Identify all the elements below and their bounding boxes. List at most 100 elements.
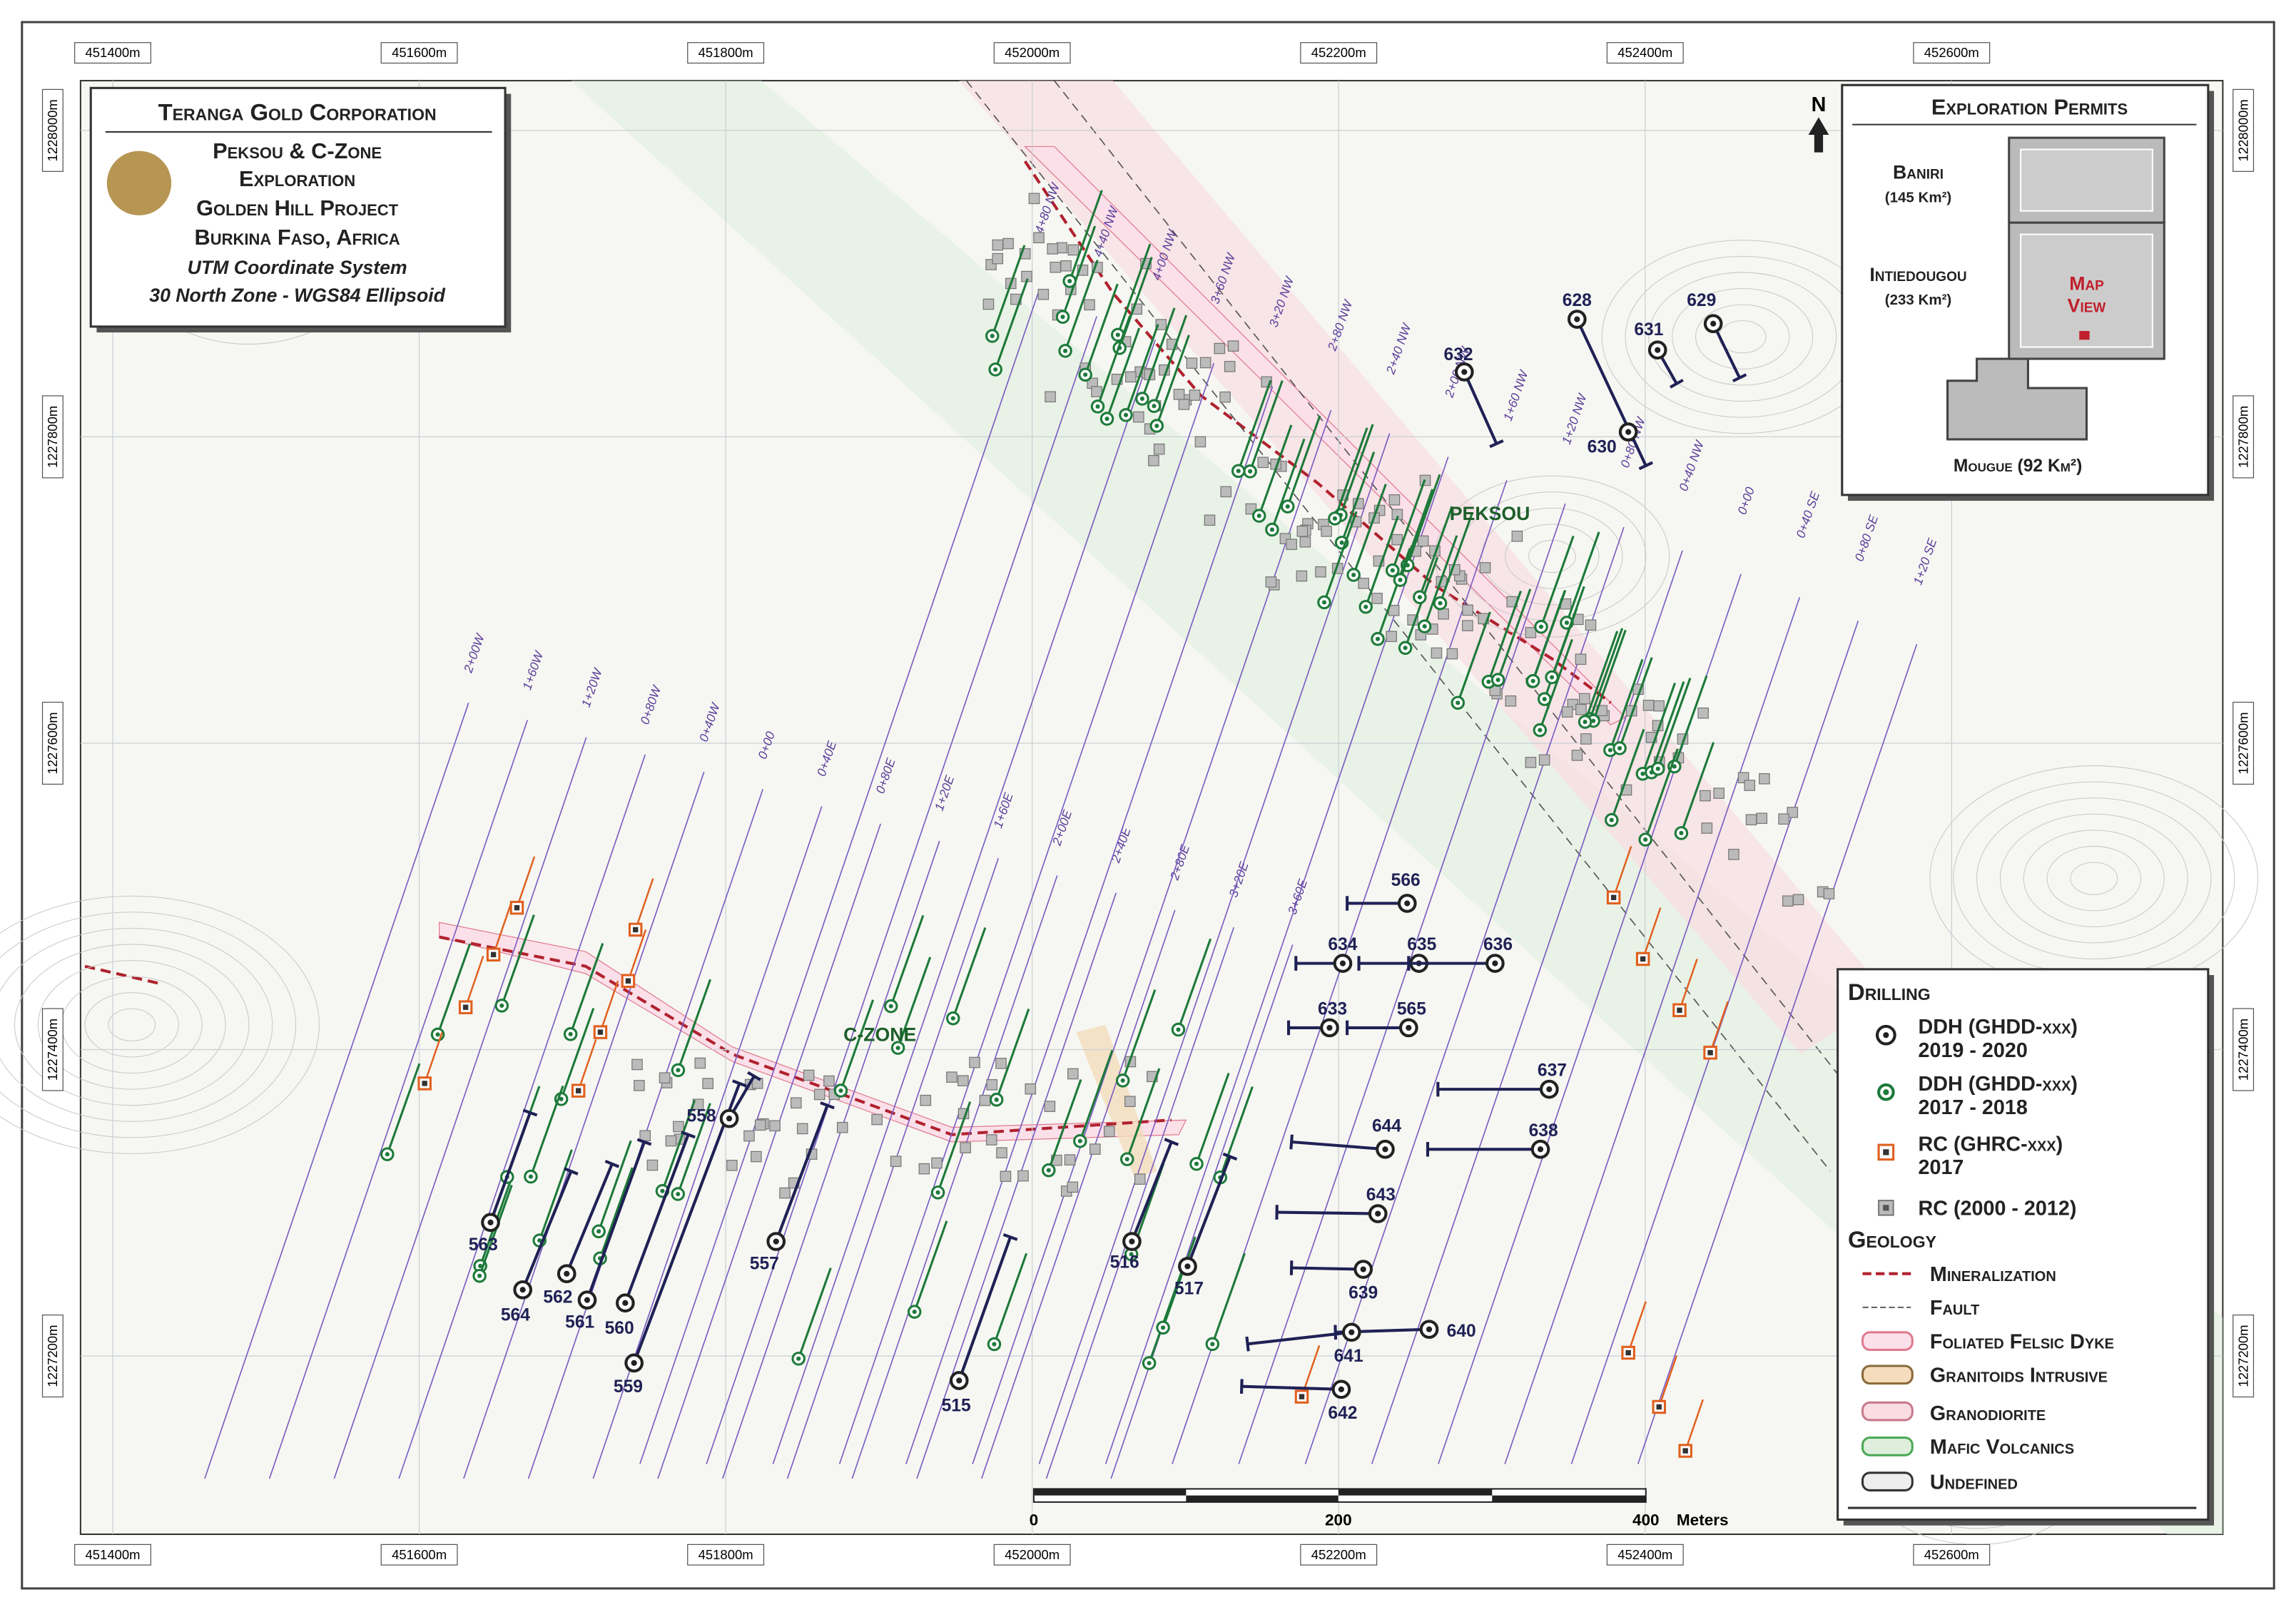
ddh-trace	[437, 943, 472, 1035]
ddh-old-core	[895, 1046, 900, 1051]
ddh-trace	[1418, 506, 1453, 598]
ddh-new-trace	[1291, 1266, 1363, 1271]
scale-unit: Meters	[1677, 1511, 1729, 1529]
rc-old-hole	[1224, 361, 1236, 372]
ddh-trace	[1423, 535, 1458, 627]
ddh-trace	[1487, 591, 1522, 683]
rc-old-hole	[631, 1058, 643, 1071]
rc-old-hole	[1045, 391, 1056, 403]
rc-old-hole	[694, 1057, 706, 1069]
hole-label: 639	[1348, 1284, 1378, 1303]
rc-old-hole	[982, 298, 995, 310]
coord-box	[2232, 1008, 2255, 1091]
rc-old-hole	[1585, 619, 1597, 631]
ddh-trace	[1339, 424, 1374, 516]
rc-old-hole	[920, 1094, 932, 1106]
rc-old-hole	[1745, 814, 1757, 826]
x-coord: 452000m	[1005, 1547, 1060, 1562]
legend-symbol	[1861, 1437, 1914, 1457]
rc-old-hole	[1227, 340, 1239, 352]
rc-old-hole	[1446, 648, 1458, 660]
ddh-old-core	[994, 1097, 999, 1102]
legend-symbol	[1861, 1401, 1914, 1422]
scale-label: 400	[1632, 1511, 1660, 1529]
ddh-new-core	[519, 1287, 526, 1293]
ddh-new-core	[1574, 316, 1580, 322]
legend-text: 2017	[1919, 1156, 1964, 1179]
ddh-new-core	[1406, 1024, 1412, 1031]
ddh-new-core	[1426, 1326, 1433, 1332]
rc-old-hole	[931, 1157, 943, 1169]
north-symbol	[1808, 117, 1829, 153]
ddh-trace	[897, 957, 932, 1049]
grid: 451400m 451400m 451600m 451600m 451800m 45180…	[41, 42, 2255, 1566]
drill-holes: 628 629 630 631 632 563 564 562 561 560 559 558 557 5…	[469, 291, 1747, 1423]
ddh-old-core	[1067, 278, 1072, 284]
rc-old-hole	[1713, 787, 1724, 799]
rc-old-hole	[646, 1159, 659, 1171]
country: Burkina Faso, Africa	[195, 225, 400, 250]
ddh-new-trace-end	[636, 1138, 652, 1146]
hole-label: 643	[1366, 1185, 1396, 1205]
x-coord: 452400m	[1617, 45, 1672, 60]
rc-old-hole	[1538, 754, 1550, 766]
section-line	[1045, 927, 1235, 1479]
rc-new-core	[1625, 1350, 1631, 1356]
ddh-trace	[1641, 683, 1677, 775]
ddh-trace	[1673, 675, 1708, 767]
granitoid	[1076, 1024, 1157, 1179]
rc-old-hole	[1579, 693, 1590, 705]
rc-old-hole	[1511, 530, 1523, 542]
section-line	[1238, 503, 1566, 1464]
ddh-trace	[1609, 658, 1644, 751]
ddh-old-core	[935, 1190, 940, 1195]
ddh-old-core	[478, 1263, 483, 1268]
rc-trace	[1627, 1301, 1647, 1353]
ddh-trace	[1064, 260, 1099, 352]
coord-box	[1300, 42, 1378, 64]
ddh-new-core	[631, 1360, 637, 1367]
ddh-trace	[1497, 588, 1532, 680]
y-coord: 1227200m	[2235, 1325, 2250, 1387]
rc-old-hole	[726, 1160, 738, 1171]
rc-old-hole	[1155, 319, 1167, 330]
rc-old-hole	[1438, 608, 1449, 620]
ddh-trace	[1644, 748, 1679, 840]
ddh-old-core	[1139, 396, 1145, 402]
coord-box	[41, 1314, 64, 1398]
rc-old-hole	[1525, 627, 1537, 638]
rc-old-hole	[1782, 895, 1794, 907]
title-box: Teranga Gold Corporation Peksou & C-Zone…	[89, 86, 512, 333]
ddh-new-trace	[1575, 318, 1647, 466]
legend-text: Mafic Volcanics	[1930, 1436, 2074, 1459]
legend-text: RC (2000 - 2012)	[1919, 1198, 2077, 1220]
rc-new-core	[597, 1029, 604, 1035]
ddh-new-trace-end	[747, 1071, 761, 1081]
ddh-new-core	[956, 1377, 962, 1384]
rc-old-hole	[1103, 1126, 1115, 1138]
rc-old-hole	[1002, 238, 1014, 250]
ddh-trace	[1334, 427, 1368, 519]
ddh-old-core	[1609, 817, 1614, 822]
ddh-new-trace-end	[681, 1131, 696, 1139]
legend-symbol	[1861, 1364, 1914, 1385]
ddh-old-core	[1339, 540, 1344, 545]
contour	[0, 895, 320, 1154]
rc-old-hole	[659, 1072, 671, 1084]
rc-old-hole	[1245, 503, 1257, 515]
ddh-trace	[937, 1101, 972, 1193]
legend-symbol	[1883, 1089, 1889, 1096]
rc-old-hole	[1220, 486, 1232, 498]
coord-box	[1606, 1544, 1684, 1566]
rc-trace	[424, 1031, 443, 1084]
section-line	[657, 823, 882, 1479]
ddh-new-core	[1129, 1238, 1135, 1245]
coord-box	[41, 701, 64, 785]
ddh-new-core	[1625, 429, 1632, 435]
ddh-old-core	[950, 1016, 955, 1021]
legend-text: DDH (GHDD-xxx)	[1919, 1016, 2078, 1039]
rc-old-hole	[1025, 1083, 1037, 1095]
mougue: Mougue (92 Km²)	[1954, 456, 2082, 476]
contour	[1999, 813, 2188, 944]
intiedougou: Intiedougou	[1869, 264, 1966, 285]
